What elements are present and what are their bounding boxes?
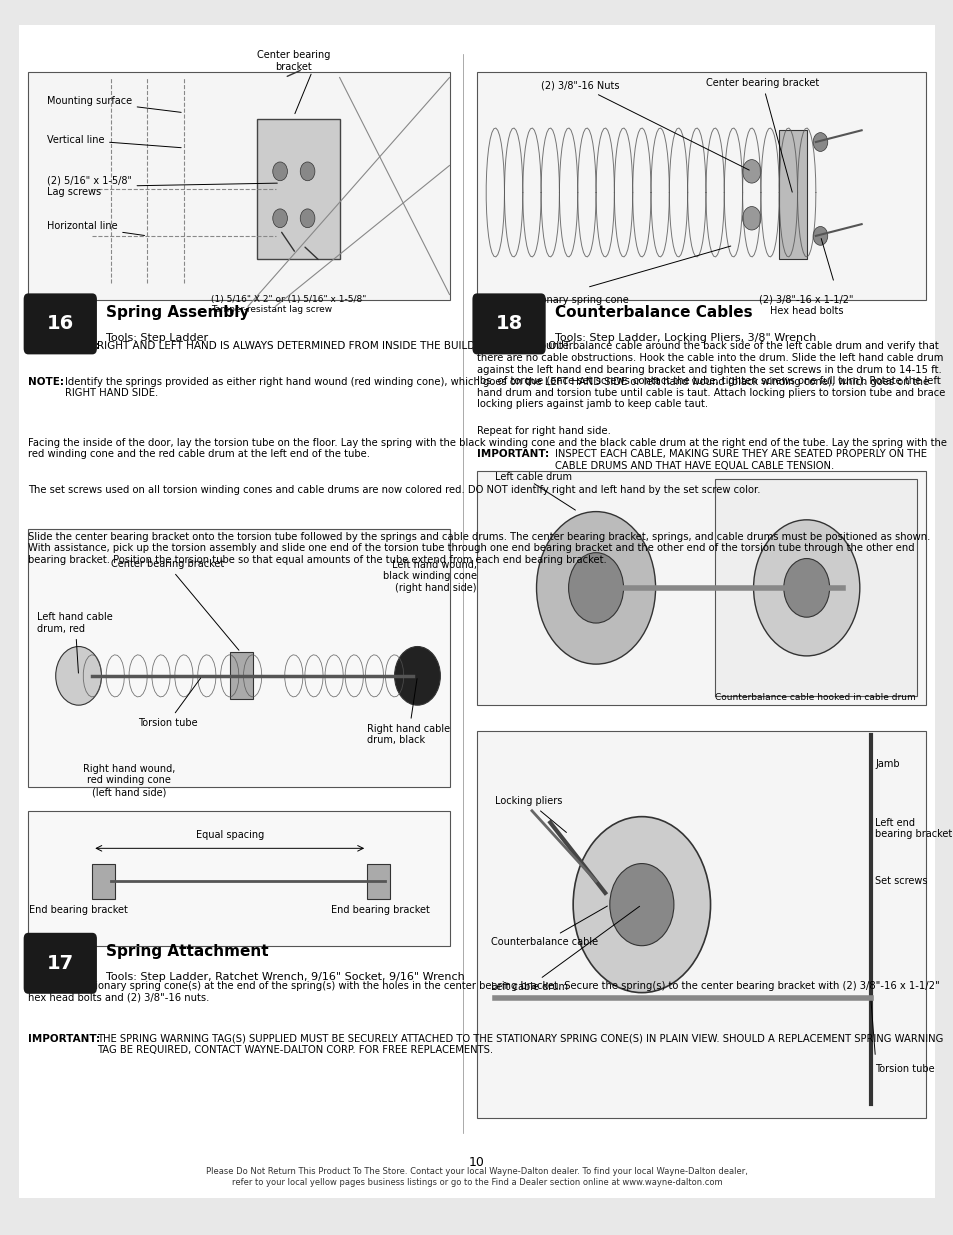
Text: End bearing bracket: End bearing bracket (331, 904, 430, 915)
Circle shape (273, 209, 287, 227)
Circle shape (568, 553, 623, 622)
Text: Left cable drum: Left cable drum (490, 906, 639, 992)
Text: Mounting surface: Mounting surface (47, 96, 181, 112)
Text: Center bearing bracket: Center bearing bracket (705, 78, 819, 193)
Text: INSPECT EACH CABLE, MAKING SURE THEY ARE SEATED PROPERLY ON THE CABLE DRUMS AND : INSPECT EACH CABLE, MAKING SURE THEY ARE… (555, 450, 926, 471)
Text: IMPORTANT:: IMPORTANT: (29, 1034, 100, 1044)
Bar (476, 72, 924, 300)
Text: Facing the inside of the door, lay the torsion tube on the floor. Lay the spring: Facing the inside of the door, lay the t… (29, 437, 946, 459)
Circle shape (783, 558, 829, 618)
Bar (476, 471, 924, 705)
Circle shape (812, 226, 827, 246)
Circle shape (609, 863, 673, 946)
Text: Left hand cable
drum, red: Left hand cable drum, red (37, 613, 113, 673)
Text: Equal spacing: Equal spacing (195, 830, 264, 840)
Text: Identify the springs provided as either right hand wound (red winding cone), whi: Identify the springs provided as either … (65, 377, 928, 398)
Text: Right hand cable
drum, black: Right hand cable drum, black (367, 678, 450, 745)
Text: Repeat for right hand side.: Repeat for right hand side. (476, 426, 610, 436)
Text: Left end
bearing bracket: Left end bearing bracket (875, 818, 952, 839)
Circle shape (300, 209, 314, 227)
Bar (29, 72, 449, 300)
Text: Tools: Step Ladder: Tools: Step Ladder (106, 333, 208, 343)
Text: IMPORTANT:: IMPORTANT: (476, 450, 549, 459)
Text: Spring Attachment: Spring Attachment (106, 944, 269, 960)
Bar (92, 863, 115, 899)
Text: Left hand wound,
black winding cone
(right hand side): Left hand wound, black winding cone (rig… (382, 559, 476, 593)
Circle shape (741, 206, 760, 230)
Text: IMPORTANT:: IMPORTANT: (29, 342, 100, 352)
Bar (779, 131, 806, 259)
Text: (1) 5/16" X 2" or (1) 5/16" x 1-5/8"
Tamper-resistant lag screw: (1) 5/16" X 2" or (1) 5/16" x 1-5/8" Tam… (212, 295, 366, 314)
Text: Horizontal line: Horizontal line (47, 221, 145, 236)
Circle shape (55, 647, 101, 705)
Circle shape (741, 159, 760, 183)
Text: Center bearing
bracket: Center bearing bracket (257, 51, 330, 72)
Text: Please Do Not Return This Product To The Store. Contact your local Wayne-Dalton : Please Do Not Return This Product To The… (206, 1167, 747, 1187)
Text: NOTE:: NOTE: (29, 377, 64, 387)
Text: Stationary spring cone: Stationary spring cone (517, 295, 628, 305)
Text: Counterbalance cable hooked in cable drum: Counterbalance cable hooked in cable dru… (715, 694, 915, 703)
Circle shape (573, 816, 710, 993)
Text: Counterbalance cable: Counterbalance cable (490, 906, 607, 947)
Text: Thread the counterbalance cable around the back side of the left cable drum and : Thread the counterbalance cable around t… (476, 342, 944, 410)
Text: Locking pliers: Locking pliers (495, 797, 566, 832)
Text: Jamb: Jamb (875, 758, 899, 769)
Bar (476, 731, 924, 1118)
Text: RIGHT AND LEFT HAND IS ALWAYS DETERMINED FROM INSIDE THE BUILDING LOOKING OUT.: RIGHT AND LEFT HAND IS ALWAYS DETERMINED… (97, 342, 572, 352)
Text: Set screws: Set screws (875, 876, 927, 887)
Bar (29, 529, 449, 788)
Text: (2) 5/16" x 1-5/8"
Lag screws: (2) 5/16" x 1-5/8" Lag screws (47, 175, 277, 198)
Circle shape (753, 520, 859, 656)
Bar (367, 863, 390, 899)
Text: Torsion tube: Torsion tube (138, 678, 200, 727)
Circle shape (395, 647, 440, 705)
FancyBboxPatch shape (24, 932, 97, 994)
Bar (230, 652, 253, 699)
Text: (2) 3/8"-16 x 1-1/2"
Hex head bolts: (2) 3/8"-16 x 1-1/2" Hex head bolts (759, 295, 853, 316)
Text: 10: 10 (469, 1156, 484, 1170)
Circle shape (536, 511, 655, 664)
Bar (715, 479, 916, 695)
Text: End bearing bracket: End bearing bracket (30, 904, 128, 915)
Text: 18: 18 (495, 315, 522, 333)
Text: Center bearing bracket: Center bearing bracket (111, 559, 238, 651)
Text: Counterbalance Cables: Counterbalance Cables (555, 305, 752, 320)
Text: Spring Assembly: Spring Assembly (106, 305, 249, 320)
Text: (2) 3/8"-16 Nuts: (2) 3/8"-16 Nuts (540, 80, 748, 170)
Text: The set screws used on all torsion winding cones and cable drums are now colored: The set screws used on all torsion windi… (29, 484, 760, 494)
Text: 16: 16 (47, 315, 73, 333)
Text: Vertical line: Vertical line (47, 135, 181, 148)
Text: Left cable drum: Left cable drum (495, 472, 572, 483)
Circle shape (812, 132, 827, 152)
Circle shape (273, 162, 287, 180)
Text: Tools: Step Ladder, Ratchet Wrench, 9/16" Socket, 9/16" Wrench: Tools: Step Ladder, Ratchet Wrench, 9/16… (106, 972, 464, 982)
Text: Align the stationary spring cone(s) at the end of the spring(s) with the holes i: Align the stationary spring cone(s) at t… (29, 981, 939, 1003)
Text: 17: 17 (47, 953, 73, 973)
Text: THE SPRING WARNING TAG(S) SUPPLIED MUST BE SECURELY ATTACHED TO THE STATIONARY S: THE SPRING WARNING TAG(S) SUPPLIED MUST … (97, 1034, 943, 1055)
Bar (257, 119, 339, 259)
Bar (29, 811, 449, 946)
Circle shape (300, 162, 314, 180)
Text: Tools: Step Ladder, Locking Pliers, 3/8" Wrench: Tools: Step Ladder, Locking Pliers, 3/8"… (555, 333, 816, 343)
Text: Slide the center bearing bracket onto the torsion tube followed by the springs a: Slide the center bearing bracket onto th… (29, 531, 929, 564)
Text: Right hand wound,
red winding cone
(left hand side): Right hand wound, red winding cone (left… (83, 763, 175, 797)
Text: Torsion tube: Torsion tube (875, 1063, 934, 1074)
FancyBboxPatch shape (24, 294, 97, 354)
FancyBboxPatch shape (472, 294, 545, 354)
